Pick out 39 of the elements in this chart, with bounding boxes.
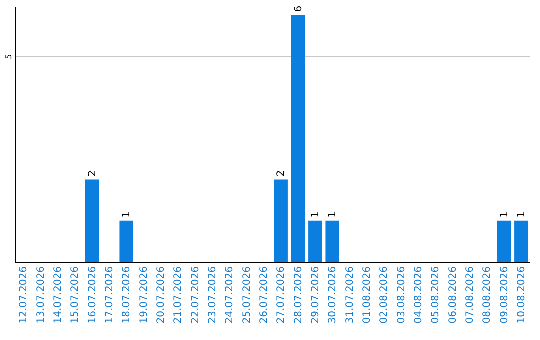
data-label: 1 — [328, 211, 339, 218]
data-label: 1 — [122, 211, 133, 218]
x-tick-label: 08.08.2026 — [482, 266, 494, 324]
x-tick-label: 31.07.2026 — [344, 266, 356, 324]
x-tick-label: 22.07.2026 — [190, 266, 202, 324]
x-tick-label: 03.08.2026 — [396, 266, 408, 324]
x-tick-label: 27.07.2026 — [276, 266, 288, 324]
x-tick-label: 30.07.2026 — [328, 266, 339, 324]
x-tick-label: 29.07.2026 — [310, 266, 322, 324]
data-label: 2 — [276, 170, 288, 177]
data-label: 2 — [87, 170, 98, 177]
x-tick-label: 24.07.2026 — [224, 266, 236, 324]
x-tick-label: 16.07.2026 — [87, 266, 98, 324]
x-tick-label: 23.07.2026 — [207, 266, 218, 324]
data-label: 1 — [310, 211, 322, 218]
x-tick-label: 17.07.2026 — [104, 266, 116, 324]
x-tick-label: 25.07.2026 — [242, 266, 253, 324]
x-tick-label: 20.07.2026 — [156, 266, 167, 324]
x-tick-label: 01.08.2026 — [362, 266, 373, 324]
x-tick-label: 07.08.2026 — [464, 266, 476, 324]
x-tick-label: 21.07.2026 — [173, 266, 184, 324]
x-tick-label: 18.07.2026 — [122, 266, 133, 324]
x-tick-label: 26.07.2026 — [258, 266, 270, 324]
x-tick-label: 06.08.2026 — [448, 266, 459, 324]
x-tick-label: 15.07.2026 — [70, 266, 82, 324]
x-tick-label: 04.08.2026 — [413, 266, 424, 324]
x-tick-label: 14.07.2026 — [52, 266, 64, 324]
x-tick-label: 02.08.2026 — [379, 266, 390, 324]
data-label: 6 — [293, 6, 304, 12]
x-tick-label: 13.07.2026 — [36, 266, 47, 324]
x-tick-label: 28.07.2026 — [293, 266, 304, 324]
x-tick-label: 05.08.2026 — [430, 266, 442, 324]
x-tick-label: 19.07.2026 — [138, 266, 150, 324]
x-tick-label: 12.07.2026 — [18, 266, 30, 324]
x-tick-label: 09.08.2026 — [499, 266, 510, 324]
x-tick-label: 10.08.2026 — [516, 266, 528, 324]
data-label: 1 — [499, 211, 510, 218]
y-tick-label: 5 — [4, 54, 14, 60]
data-label: 1 — [516, 211, 528, 218]
